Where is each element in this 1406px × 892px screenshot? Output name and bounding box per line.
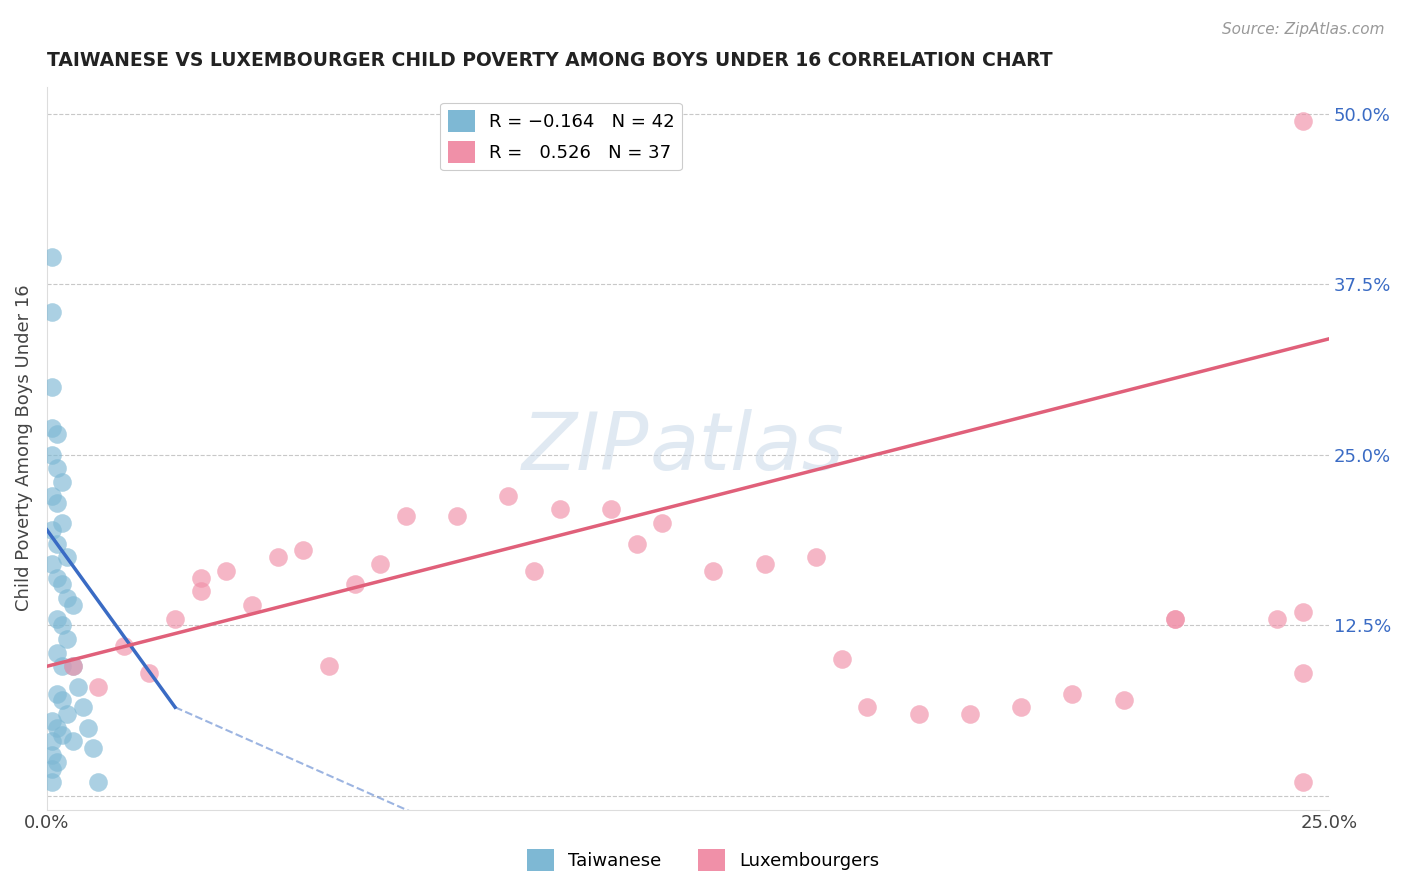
Text: atlas: atlas [650, 409, 844, 487]
Point [804, 550, 827, 565]
Text: Source: ZipAtlas.com: Source: ZipAtlas.com [1222, 22, 1385, 37]
Point [46, 755, 69, 769]
Point [907, 706, 929, 721]
Point [41, 747, 63, 762]
Point [702, 564, 724, 578]
Point [77, 721, 100, 735]
Point [51, 693, 73, 707]
Point [41, 557, 63, 571]
Point [1164, 611, 1187, 625]
Legend: Taiwanese, Luxembourgers: Taiwanese, Luxembourgers [519, 842, 887, 879]
Point [46, 571, 69, 585]
Point [41, 762, 63, 776]
Text: TAIWANESE VS LUXEMBOURGER CHILD POVERTY AMONG BOYS UNDER 16 CORRELATION CHART: TAIWANESE VS LUXEMBOURGER CHILD POVERTY … [46, 51, 1053, 70]
Point [51, 516, 73, 530]
Point [51, 659, 73, 673]
Point [46, 536, 69, 550]
Point [41, 379, 63, 393]
Point [62, 598, 84, 612]
Legend: R = −0.164   N = 42, R =   0.526   N = 37: R = −0.164 N = 42, R = 0.526 N = 37 [440, 103, 682, 170]
Point [46, 721, 69, 735]
Point [856, 700, 879, 714]
Point [368, 557, 391, 571]
Point [1062, 687, 1084, 701]
Point [1292, 113, 1315, 128]
Point [62, 659, 84, 673]
Point [523, 564, 546, 578]
Point [831, 652, 853, 666]
Point [51, 577, 73, 591]
Point [1292, 666, 1315, 681]
Point [292, 543, 315, 558]
Point [138, 666, 160, 681]
Point [41, 304, 63, 318]
Point [56, 550, 79, 565]
Point [1292, 775, 1315, 789]
Point [41, 714, 63, 728]
Point [41, 420, 63, 434]
Point [318, 659, 340, 673]
Point [498, 489, 520, 503]
Point [56, 591, 79, 606]
Point [1112, 693, 1135, 707]
Point [1164, 611, 1187, 625]
Point [1010, 700, 1032, 714]
Point [66, 680, 89, 694]
Point [46, 461, 69, 475]
Point [56, 632, 79, 646]
Point [41, 523, 63, 537]
Text: ZIP: ZIP [522, 409, 650, 487]
Point [51, 475, 73, 490]
Point [395, 509, 418, 524]
Point [1267, 611, 1289, 625]
Point [82, 741, 104, 756]
Point [41, 775, 63, 789]
Point [56, 706, 79, 721]
Point [754, 557, 776, 571]
Point [190, 584, 212, 599]
Point [41, 448, 63, 462]
Point [51, 618, 73, 632]
Point [626, 536, 648, 550]
Point [266, 550, 288, 565]
Point [446, 509, 468, 524]
Point [62, 734, 84, 748]
Point [190, 571, 212, 585]
Point [240, 598, 263, 612]
Point [51, 727, 73, 741]
Point [46, 427, 69, 442]
Point [46, 687, 69, 701]
Point [343, 577, 366, 591]
Point [112, 639, 135, 653]
Point [72, 700, 94, 714]
Point [41, 489, 63, 503]
Point [959, 706, 981, 721]
Y-axis label: Child Poverty Among Boys Under 16: Child Poverty Among Boys Under 16 [15, 285, 32, 611]
Point [41, 734, 63, 748]
Point [1292, 605, 1315, 619]
Point [215, 564, 238, 578]
Point [87, 775, 110, 789]
Point [600, 502, 623, 516]
Point [41, 250, 63, 264]
Point [46, 646, 69, 660]
Point [548, 502, 571, 516]
Point [165, 611, 187, 625]
Point [87, 680, 110, 694]
Point [62, 659, 84, 673]
Point [651, 516, 673, 530]
Point [46, 495, 69, 509]
Point [46, 611, 69, 625]
